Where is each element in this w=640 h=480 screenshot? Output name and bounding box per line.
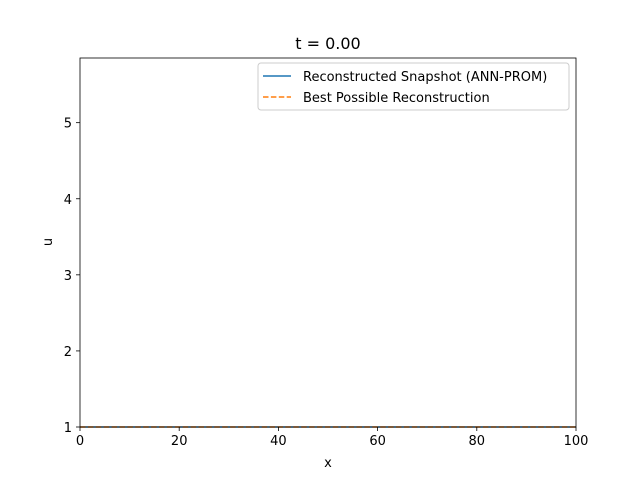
y-tick-label: 4 (64, 193, 72, 208)
x-tick-label: 20 (171, 434, 188, 449)
x-tick-label: 80 (469, 434, 486, 449)
axes-frame (79, 57, 577, 428)
y-axis-label: u (41, 238, 56, 246)
x-tick-label: 0 (76, 434, 84, 449)
legend-box (257, 62, 570, 111)
plot-area: 0 20 40 60 80 100 1 2 3 4 5 (64, 57, 589, 449)
y-tick-label: 1 (64, 421, 72, 436)
x-tick-label: 60 (369, 434, 386, 449)
y-tick-label: 3 (64, 269, 72, 284)
y-tick-label: 2 (64, 345, 72, 360)
legend-label-2: Best Possible Reconstruction (303, 91, 490, 106)
legend-label-1: Reconstructed Snapshot (ANN-PROM) (303, 70, 547, 85)
y-tick-label: 5 (64, 117, 72, 132)
x-tick-label: 100 (564, 434, 589, 449)
x-axis-label: x (324, 456, 332, 471)
legend: Reconstructed Snapshot (ANN-PROM) Best Po… (257, 62, 570, 111)
chart-title: t = 0.00 (295, 34, 360, 53)
x-tick-label: 40 (270, 434, 287, 449)
